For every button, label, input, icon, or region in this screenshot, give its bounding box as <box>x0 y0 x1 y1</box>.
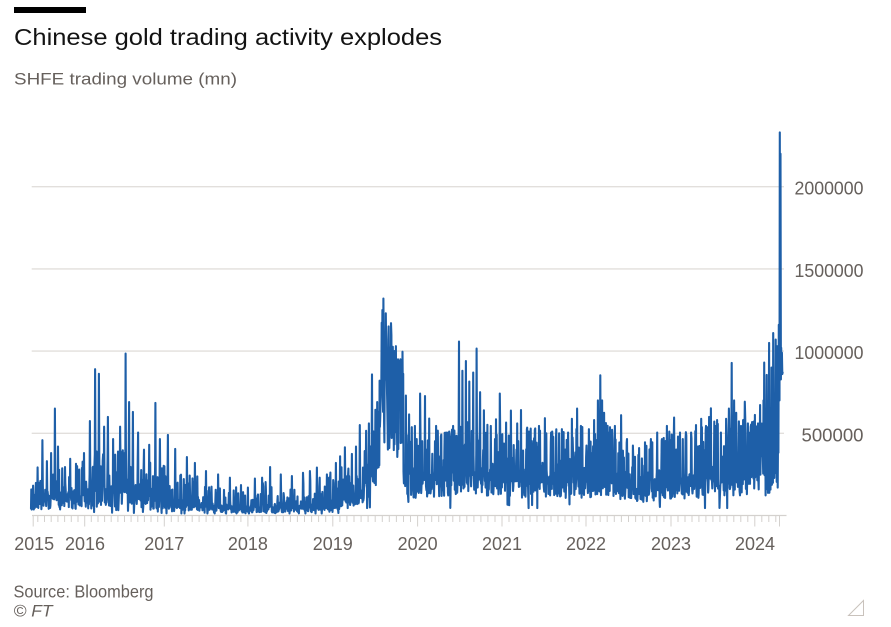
svg-text:2015: 2015 <box>14 533 54 554</box>
svg-text:2023: 2023 <box>651 533 691 554</box>
svg-text:2017: 2017 <box>144 533 184 554</box>
svg-text:Source: Bloomberg: Source: Bloomberg <box>14 581 154 601</box>
svg-text:2019: 2019 <box>313 533 353 554</box>
svg-text:2016: 2016 <box>65 533 105 554</box>
svg-text:2022: 2022 <box>566 533 606 554</box>
svg-text:2024: 2024 <box>735 533 775 554</box>
svg-text:1500000: 1500000 <box>795 260 864 281</box>
svg-text:1000000: 1000000 <box>795 342 864 363</box>
svg-text:2000000: 2000000 <box>795 178 864 199</box>
svg-text:Chinese gold trading activity: Chinese gold trading activity explodes <box>14 24 442 50</box>
svg-text:SHFE trading volume (mn): SHFE trading volume (mn) <box>14 70 237 88</box>
svg-text:2018: 2018 <box>228 533 268 554</box>
svg-text:2021: 2021 <box>482 533 522 554</box>
svg-text:© FT: © FT <box>14 601 55 620</box>
svg-text:500000: 500000 <box>802 424 864 445</box>
svg-text:2020: 2020 <box>398 533 438 554</box>
